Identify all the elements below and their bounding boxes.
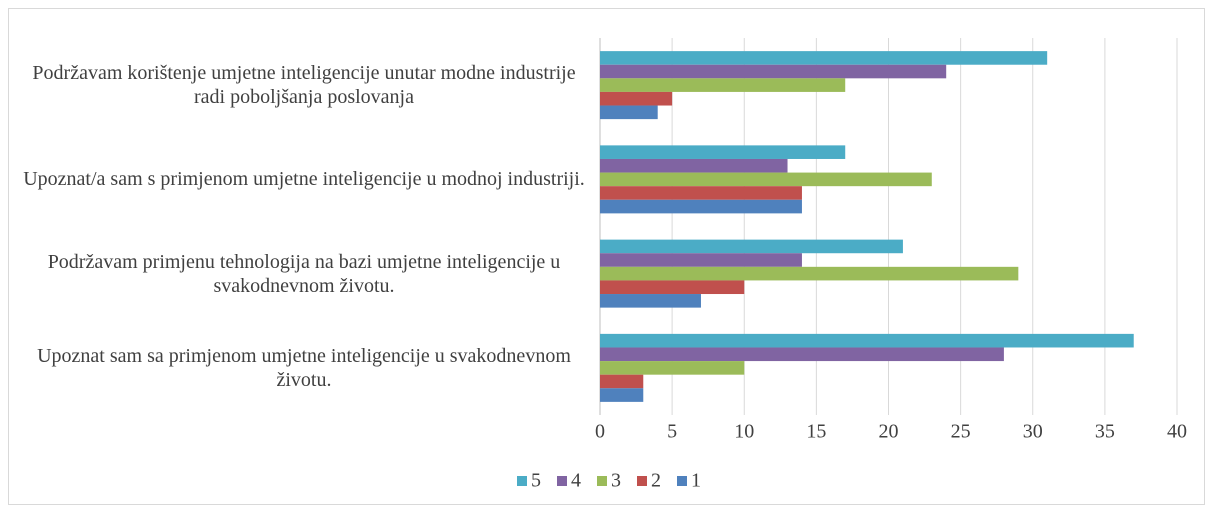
category-label: Podržavam korištenje umjetne inteligenci… bbox=[32, 62, 576, 109]
legend-label: 3 bbox=[611, 470, 621, 492]
bar bbox=[600, 361, 745, 375]
x-tick-label: 30 bbox=[1023, 421, 1043, 443]
category-label: Podržavam primjenu tehnologija na bazi u… bbox=[47, 250, 561, 297]
legend-swatch bbox=[517, 476, 527, 486]
category-label: Upoznat sam sa primjenom umjetne intelig… bbox=[37, 344, 571, 391]
legend-label: 4 bbox=[571, 470, 581, 492]
bar bbox=[600, 280, 745, 295]
chart-border bbox=[8, 8, 1205, 505]
x-tick-label: 0 bbox=[595, 421, 605, 443]
bar bbox=[600, 253, 802, 267]
bar bbox=[600, 64, 947, 79]
legend-swatch bbox=[557, 476, 567, 486]
x-tick-label: 25 bbox=[951, 421, 971, 443]
bar bbox=[600, 91, 673, 106]
bar bbox=[600, 347, 1004, 362]
bar bbox=[600, 158, 788, 173]
x-tick-label: 40 bbox=[1167, 421, 1187, 443]
bar bbox=[600, 294, 701, 308]
x-tick-label: 20 bbox=[879, 421, 899, 443]
bar bbox=[600, 172, 932, 187]
bar bbox=[600, 186, 802, 200]
x-tick-label: 10 bbox=[734, 421, 754, 443]
x-tick-label: 35 bbox=[1095, 421, 1115, 443]
category-label: Upoznat/a sam s primjenom umjetne inteli… bbox=[23, 168, 585, 191]
bar bbox=[600, 333, 1134, 348]
bar bbox=[600, 145, 846, 159]
bar bbox=[600, 51, 1048, 65]
x-tick-label: 15 bbox=[806, 421, 826, 443]
legend-label: 1 bbox=[691, 470, 701, 492]
bar bbox=[600, 388, 644, 402]
legend-label: 5 bbox=[531, 470, 541, 492]
x-tick-label: 5 bbox=[667, 421, 677, 443]
legend-swatch bbox=[637, 476, 647, 486]
legend-swatch bbox=[597, 476, 607, 486]
bar bbox=[600, 266, 1019, 281]
bar bbox=[600, 239, 903, 254]
bar bbox=[600, 374, 644, 389]
bar bbox=[600, 199, 802, 214]
legend-label: 2 bbox=[651, 470, 661, 492]
bar bbox=[600, 105, 658, 120]
bar bbox=[600, 78, 846, 92]
legend-swatch bbox=[677, 476, 687, 486]
